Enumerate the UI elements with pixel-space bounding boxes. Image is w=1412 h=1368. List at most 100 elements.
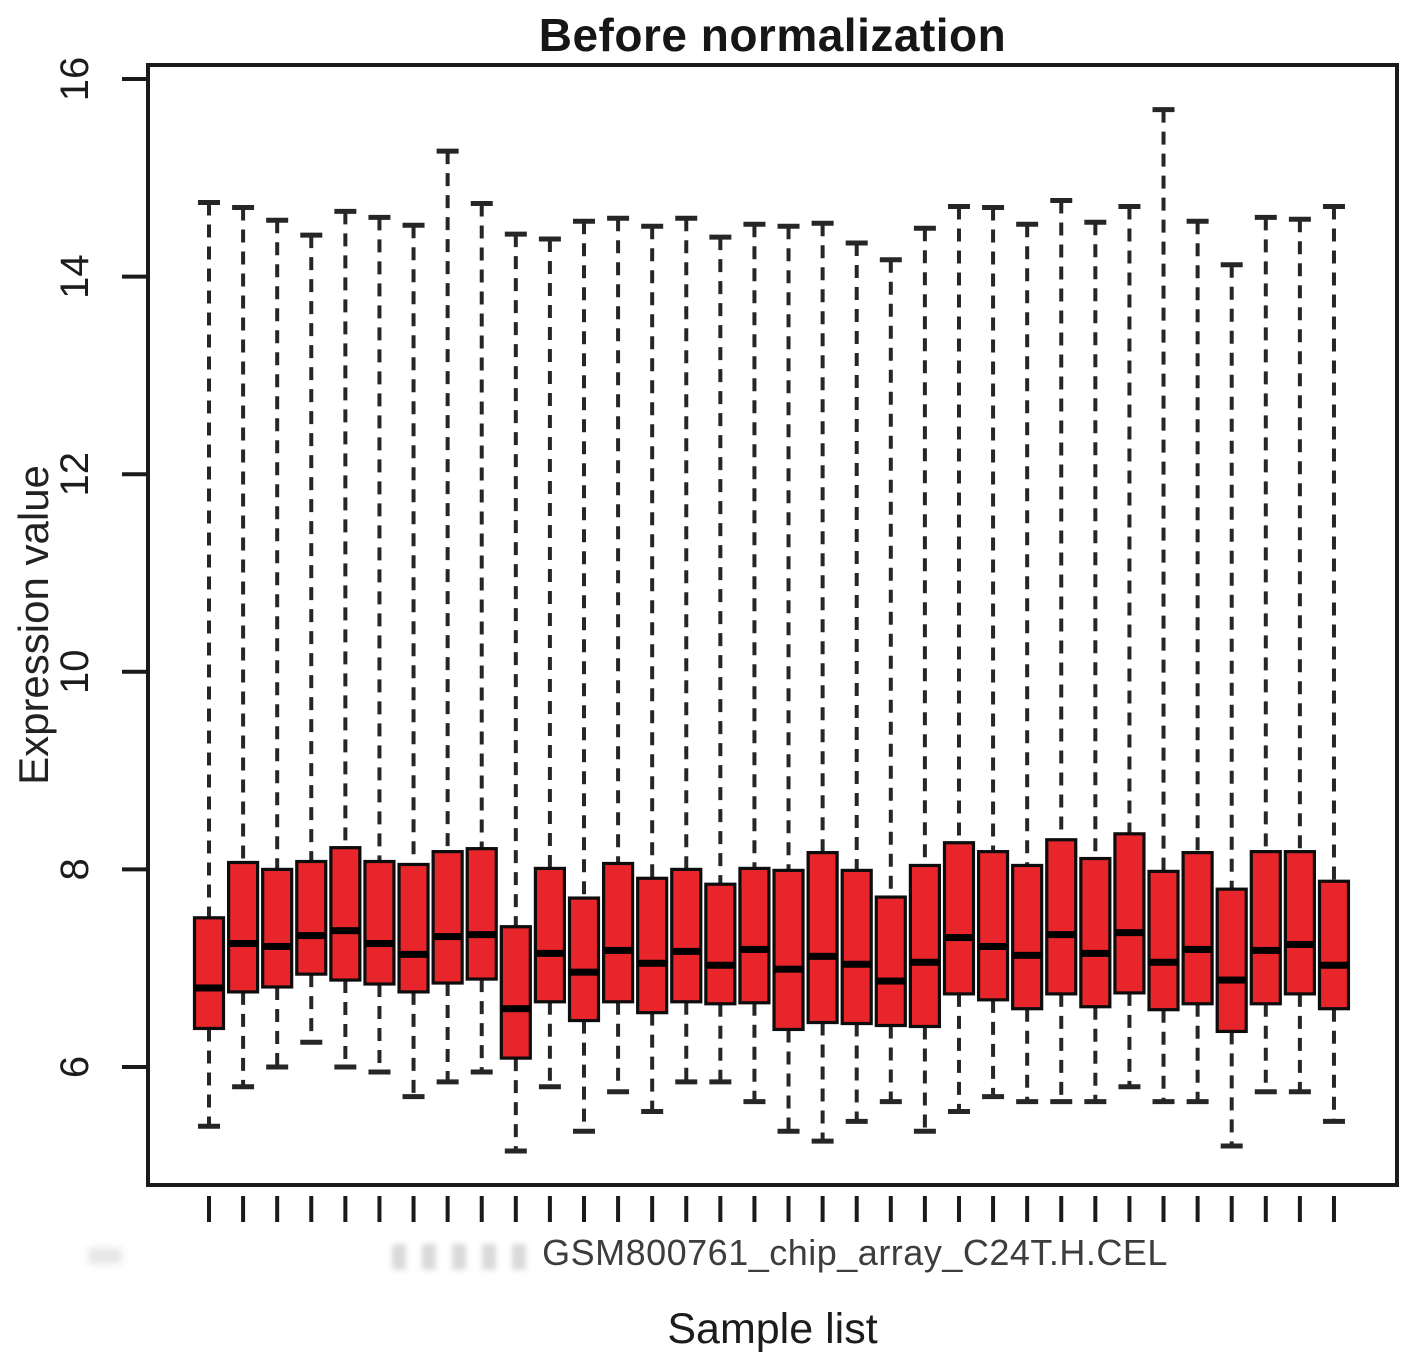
boxplot	[874, 257, 907, 1105]
iqr-box	[1079, 856, 1112, 1009]
boxplot	[465, 200, 498, 1075]
iqr-box	[295, 859, 328, 976]
boxplot	[1113, 203, 1146, 1090]
median-line	[910, 958, 940, 966]
boxplot	[738, 221, 771, 1105]
boxplot	[772, 223, 805, 1134]
x-axis-title: Sample list	[667, 1305, 878, 1353]
median-line	[1319, 961, 1349, 969]
boxplot	[1011, 221, 1044, 1105]
iqr-box	[192, 916, 226, 1031]
median-line	[433, 933, 463, 941]
boxplot	[226, 204, 260, 1090]
median-line	[194, 984, 224, 992]
iqr-box	[1011, 863, 1044, 1011]
median-line	[1149, 958, 1179, 966]
iqr-box	[363, 859, 396, 986]
median-line	[364, 940, 394, 947]
median-line	[637, 959, 667, 967]
median-line	[1183, 945, 1213, 953]
boxplot	[908, 225, 941, 1134]
boxplot	[397, 222, 430, 1100]
iqr-box	[772, 868, 805, 1032]
y-tick-label: 10	[53, 650, 97, 695]
boxplot	[601, 215, 635, 1095]
iqr-box	[1283, 850, 1316, 996]
iqr-box	[1317, 879, 1351, 1011]
iqr-box	[942, 841, 976, 996]
chart-title: Before normalization	[538, 9, 1007, 61]
iqr-box	[1113, 832, 1146, 995]
iqr-box	[840, 868, 873, 1026]
iqr-box	[874, 895, 907, 1028]
iqr-box	[261, 867, 294, 989]
boxplot	[329, 208, 362, 1070]
median-line	[535, 949, 565, 957]
faded-tick-labels-artifact	[392, 1244, 542, 1270]
median-line	[1080, 949, 1110, 957]
median-line	[399, 950, 429, 958]
x-tick-label: GSM800761_chip_array_C24T.H.CEL	[542, 1232, 1168, 1273]
iqr-box	[533, 866, 567, 1004]
median-line	[262, 942, 292, 950]
boxplot	[567, 218, 601, 1134]
boxplot	[976, 204, 1010, 1100]
median-line	[978, 942, 1008, 950]
iqr-box	[329, 846, 362, 982]
median-line	[1012, 951, 1042, 959]
iqr-box	[567, 896, 601, 1023]
boxplot	[261, 217, 294, 1070]
median-line	[808, 952, 838, 960]
y-tick-label: 8	[53, 858, 97, 880]
iqr-box	[976, 850, 1010, 1002]
median-line	[739, 945, 769, 953]
boxplot	[1249, 214, 1282, 1095]
iqr-box	[1215, 887, 1248, 1034]
iqr-box	[465, 847, 498, 981]
boxplot	[1317, 203, 1351, 1124]
median-line	[842, 960, 872, 968]
iqr-box	[670, 867, 703, 1004]
iqr-box	[601, 861, 635, 1004]
median-line	[1046, 931, 1076, 939]
boxplot	[295, 232, 328, 1045]
median-line	[296, 932, 326, 940]
median-line	[1217, 976, 1247, 984]
iqr-box	[1249, 850, 1282, 1006]
plot-frame	[146, 63, 1399, 1187]
median-line	[671, 947, 701, 955]
median-line	[876, 977, 906, 985]
boxplot	[806, 220, 839, 1144]
iqr-box	[738, 866, 771, 1005]
y-tick-label: 12	[53, 452, 97, 497]
boxplot	[1147, 107, 1180, 1105]
boxplot	[1045, 198, 1078, 1105]
iqr-box	[1181, 851, 1214, 1006]
iqr-box	[806, 851, 839, 1025]
median-line	[330, 927, 360, 935]
y-tick-label: 16	[53, 57, 97, 102]
boxplot	[840, 240, 873, 1124]
y-tick-label: 14	[53, 254, 97, 299]
iqr-box	[1045, 838, 1078, 996]
boxplot	[942, 203, 976, 1114]
boxplot	[670, 215, 703, 1085]
median-line	[228, 940, 258, 947]
median-line	[774, 965, 804, 973]
median-line	[569, 968, 599, 976]
median-line	[1114, 929, 1144, 937]
iqr-box	[499, 925, 532, 1060]
boxplot	[533, 236, 567, 1090]
median-line	[501, 1005, 531, 1013]
median-line	[1285, 940, 1315, 948]
boxplot	[431, 148, 464, 1085]
median-line	[467, 931, 497, 939]
median-line	[1251, 946, 1281, 954]
median-line	[603, 946, 633, 954]
iqr-box	[704, 882, 737, 1006]
boxplot	[499, 231, 532, 1154]
boxplot	[1079, 219, 1112, 1105]
iqr-box	[636, 876, 669, 1015]
